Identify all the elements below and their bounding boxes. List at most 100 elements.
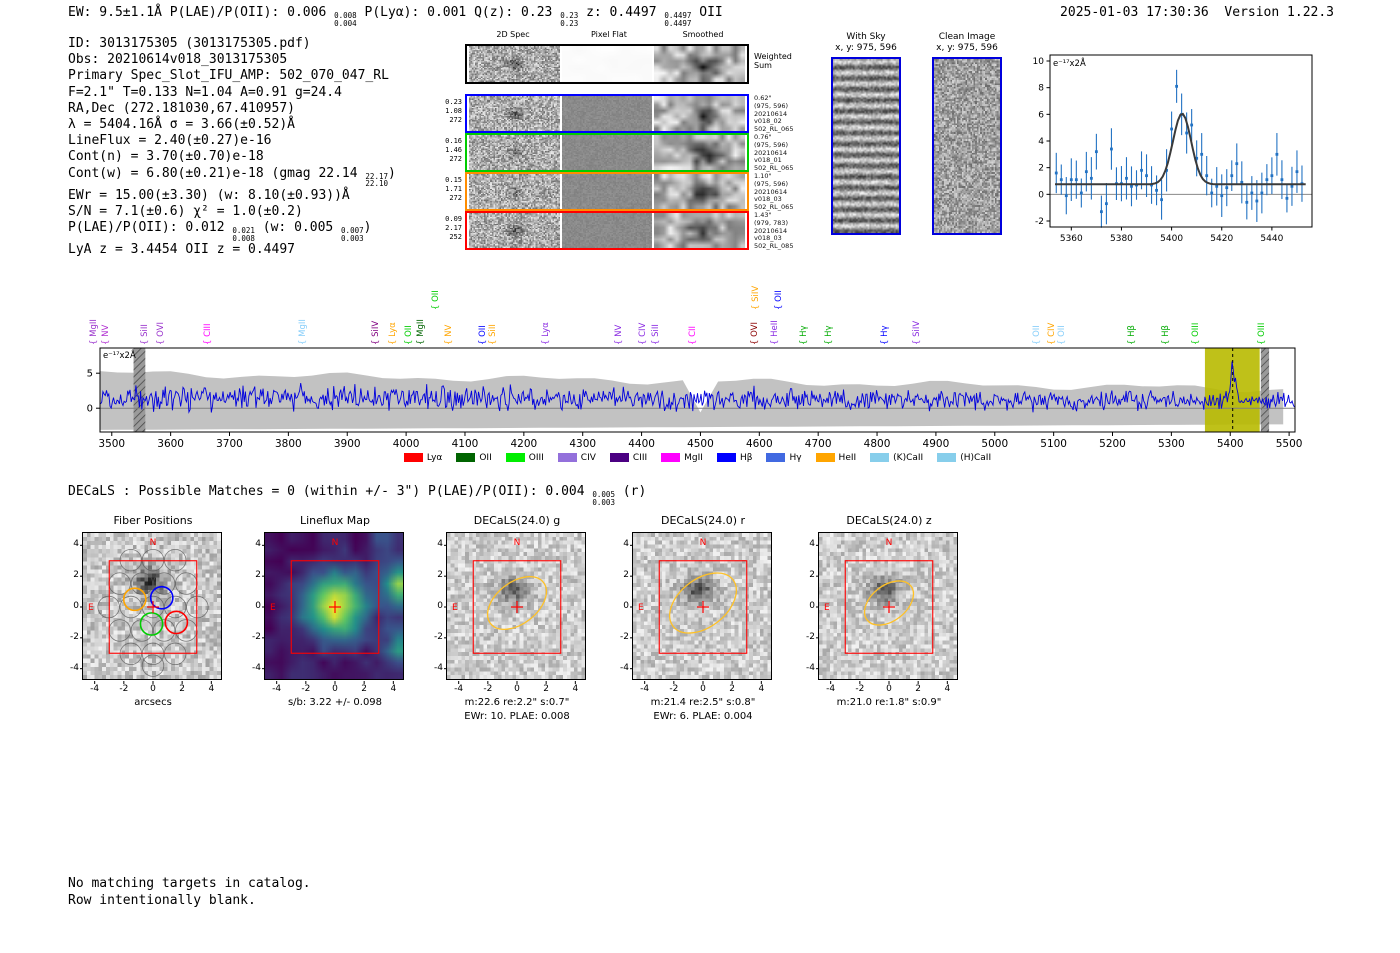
catalog-footer: No matching targets in catalog. Row inte…	[68, 876, 311, 909]
legend-item: Hγ	[766, 453, 802, 463]
pixel-flat-image	[561, 135, 653, 170]
annotation-line: 0.62"	[754, 94, 772, 102]
emission-line-label: { SiII	[139, 324, 150, 345]
x-tick-label: 4500	[687, 438, 714, 450]
spec2d-image	[469, 213, 560, 248]
legend-item: OII	[456, 453, 492, 463]
x-tick-label: 0	[700, 684, 706, 694]
left-label-line: 272	[449, 194, 462, 202]
data-marker	[1140, 168, 1143, 172]
spacer	[1209, 5, 1225, 20]
info-stack: 22.17 22.10	[365, 173, 388, 188]
data-marker	[1195, 156, 1199, 160]
y-tick-label: -4	[806, 662, 815, 673]
data-marker	[1255, 199, 1259, 203]
stack-lo: 0.004	[334, 18, 357, 28]
annotation-line: 502_RL_065	[754, 164, 794, 173]
emission-line-label: { OII	[403, 325, 414, 345]
x-tick-label: 3900	[334, 438, 361, 450]
spec2d-image-cell	[469, 174, 560, 209]
x-tick-label: 5300	[1158, 438, 1185, 450]
annotation-line: v018_03	[754, 234, 782, 243]
spectrum-legend: Lyα OII OIII CIV CIII MgII Hβ Hγ HeII (K)CaII (H)C…	[100, 447, 1295, 466]
emission-line-label: { OII	[1031, 325, 1042, 345]
annotation-line: (975, 596)	[754, 101, 789, 110]
fiber-circle	[175, 619, 198, 642]
info-stack: 0.021 0.008	[232, 227, 255, 242]
y-tick-label: 0	[437, 601, 443, 611]
spec2d-image-cell	[654, 174, 746, 209]
data-marker	[1074, 178, 1078, 182]
annotation-line: 1.43"	[754, 211, 772, 219]
y-tick-label: -2	[434, 631, 443, 642]
y-tick-label: -4	[70, 662, 79, 673]
cutout-image	[265, 533, 403, 679]
emission-line-label: { CIV	[638, 322, 649, 345]
info-text: P(LAE)/P(OII): 0.012	[68, 220, 233, 236]
sky-title-text: Clean Image	[938, 32, 996, 42]
detection-info-block: ID: 3013175305 (3013175305.pdf) Obs: 2021…	[68, 36, 396, 258]
fiber-circle	[163, 642, 187, 666]
smoothed-image	[654, 213, 746, 248]
legend-item: CIV	[557, 453, 596, 463]
report-timestamp: 2025-01-03 17:30:36	[1060, 5, 1209, 20]
cutout-sublabel: EWr: 10. PLAE: 0.008	[464, 711, 570, 722]
left-label-line: 0.09	[445, 215, 462, 223]
spec2d-row-annotation: 1.10" (975, 596) 20210614 v018_03 502_RL_065	[754, 172, 814, 212]
info-text: LineFlux = 2.40(±0.27)e-16	[68, 133, 272, 149]
stack-hi: 0.4497	[664, 11, 692, 20]
data-marker	[1250, 191, 1254, 195]
data-marker	[1099, 210, 1103, 214]
data-marker	[1105, 202, 1108, 206]
selected-fiber-circle	[164, 610, 189, 635]
emission-line-label: { OII	[431, 290, 442, 310]
legend-swatch	[403, 453, 423, 462]
legend-item: MgII	[661, 453, 703, 463]
x-tick-label: 4800	[864, 438, 891, 450]
emission-line-label: { Lyα	[388, 322, 399, 345]
x-tick-label: 4300	[569, 438, 596, 450]
header-stack: 0.23 0.23	[560, 12, 578, 27]
flux-units-annotation: e⁻¹⁷x2Å	[103, 349, 136, 361]
spec2d-image	[469, 46, 560, 82]
stack-hi: 22.17	[365, 171, 388, 181]
x-tick-label: -2	[301, 684, 311, 694]
stack-lo: 0.23	[560, 18, 579, 28]
legend-swatch	[937, 453, 957, 462]
info-line: Cont(n) = 3.70(±0.70)e-18	[68, 149, 396, 165]
smoothed-image	[654, 135, 746, 170]
decals-g-image	[447, 533, 585, 679]
stack-hi: 0.008	[334, 11, 357, 20]
spec2d-col-header: Smoothed	[682, 30, 724, 39]
info-text: ID: 3013175305 (3013175305.pdf)	[68, 36, 311, 51]
x-tick-label: 5400	[1160, 234, 1183, 244]
info-line: F=2.1" T=0.133 N=1.04 A=0.91 g=24.4	[68, 85, 396, 101]
y-tick-label: 4	[73, 539, 79, 550]
left-label-line: 0.23	[445, 98, 462, 106]
legend-label: Lyα	[426, 452, 443, 463]
annotation-line: (975, 596)	[754, 140, 789, 149]
emission-line-label: { NV	[613, 324, 624, 345]
annotation-line: v018_02	[754, 117, 782, 126]
legend-label: Hβ	[739, 452, 753, 463]
data-marker	[1295, 170, 1299, 174]
compass-north-label: N	[886, 538, 893, 548]
emission-line-label: { SiII	[488, 324, 499, 345]
x-tick-label: -4	[454, 684, 464, 694]
data-marker	[1210, 191, 1214, 195]
header-stack: 0.4497 0.4497	[664, 12, 691, 27]
smoothed-image	[654, 46, 746, 82]
spec2d-row-left-labels: 0.15 1.71 272	[438, 176, 462, 203]
y-tick-label: -2	[252, 631, 261, 642]
x-tick-label: 4200	[510, 438, 537, 450]
data-marker	[1215, 184, 1219, 188]
extraction-box	[290, 560, 380, 654]
annotation-line: (979, 783)	[754, 218, 789, 227]
info-line: RA,Dec (272.181030,67.410957)	[68, 101, 396, 117]
x-tick-label: 2	[543, 684, 550, 694]
cutout-sublabel: s/b: 3.22 +/- 0.098	[287, 697, 383, 708]
gauss-fit-svg: 5360 5380 5400 5420 5440 -2 0 2 4 6 8 10 e⁻¹⁷x2Å	[1033, 54, 1313, 244]
emission-line-label: { SiIV	[371, 320, 382, 345]
y-tick-label: -2	[70, 631, 79, 642]
data-marker	[1240, 180, 1244, 184]
